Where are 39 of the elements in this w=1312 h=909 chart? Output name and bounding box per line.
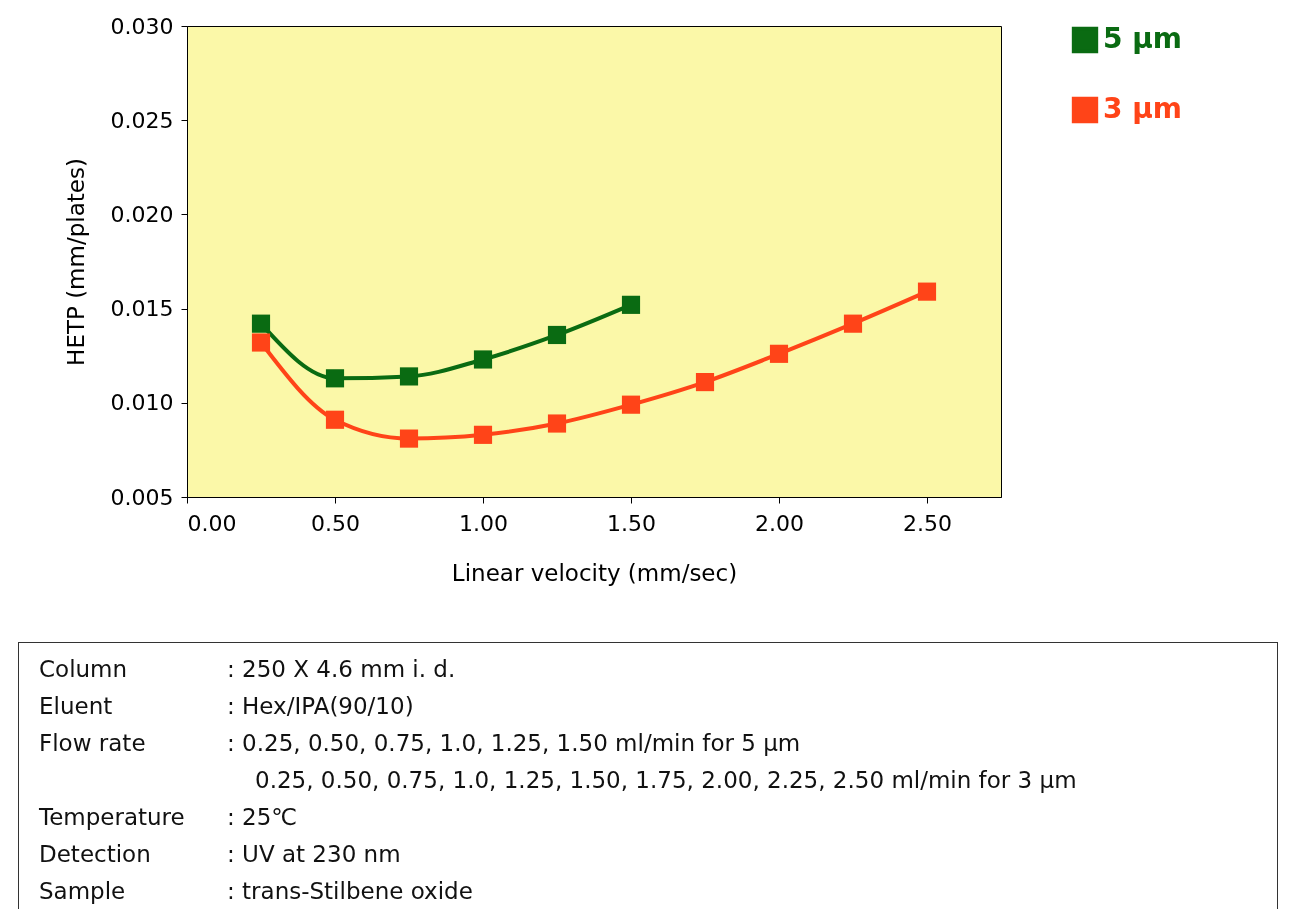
- point: [621, 295, 641, 314]
- point: [473, 425, 493, 444]
- y-tick-label: 0.015: [110, 296, 174, 322]
- point: [547, 414, 567, 433]
- x-tick-label: 1.00: [459, 510, 508, 536]
- x-tick-label: 2.00: [755, 510, 804, 536]
- y-tick-label: 0.010: [110, 390, 174, 416]
- point: [473, 350, 493, 369]
- point: [769, 344, 789, 363]
- point: [399, 429, 419, 448]
- y-tick-label: 0.030: [110, 13, 174, 39]
- text: 0.25, 0.50, 0.75, 1.0, 1.25, 1.50, 1.75, 2.00, 2.25, 2.50 ml/min for 3 µm: [254, 766, 1078, 795]
- x-tick-label: 2.50: [903, 510, 952, 536]
- x-tick-label: 0.00: [187, 510, 237, 536]
- text: Temperature : 25℃: [39, 804, 298, 830]
- text: Column : 250 X 4.6 mm i. d.: [39, 656, 456, 682]
- point: [399, 367, 419, 386]
- point: [917, 282, 937, 301]
- text: Sample : trans-Stilbene oxide: [39, 878, 473, 904]
- point: [843, 314, 863, 333]
- point: [325, 410, 345, 429]
- legend-label: 3 µm: [1103, 92, 1183, 125]
- legend-label: 5 µm: [1103, 22, 1183, 55]
- point: [695, 372, 715, 392]
- text: Eluent : Hex/IPA(90/10): [39, 693, 414, 719]
- point: [325, 369, 345, 388]
- point: [621, 395, 641, 414]
- point: [251, 314, 271, 333]
- x-tick-label: 1.50: [607, 510, 656, 536]
- y-tick-label: 0.025: [110, 107, 174, 133]
- x-tick-label: 0.50: [311, 510, 360, 536]
- point: [251, 333, 271, 352]
- point: [547, 325, 567, 345]
- x-axis-title: Linear velocity (mm/sec): [451, 559, 738, 586]
- y-tick-label: 0.005: [110, 484, 174, 510]
- y-axis-title: HETP (mm/plates): [62, 158, 89, 366]
- y-tick-label: 0.020: [110, 201, 174, 227]
- text: Detection : UV at 230 nm: [39, 841, 401, 867]
- text: Flow rate : 0.25, 0.50, 0.75, 1.0, 1.25, 1.50 ml/min for 5 µm: [39, 730, 801, 756]
